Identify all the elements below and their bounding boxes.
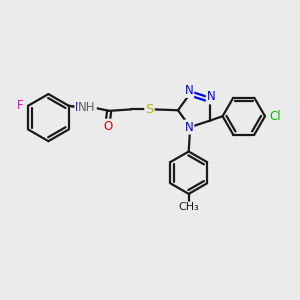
Text: NH: NH [78,101,96,114]
Text: N: N [207,90,215,104]
Text: F: F [16,99,23,112]
Text: CH₃: CH₃ [178,202,199,212]
Text: O: O [103,120,112,133]
Text: Cl: Cl [269,110,281,123]
Text: N: N [75,101,84,114]
Text: N: N [184,121,194,134]
Text: S: S [145,103,154,116]
Text: H: H [81,101,89,114]
Text: N: N [184,84,194,97]
